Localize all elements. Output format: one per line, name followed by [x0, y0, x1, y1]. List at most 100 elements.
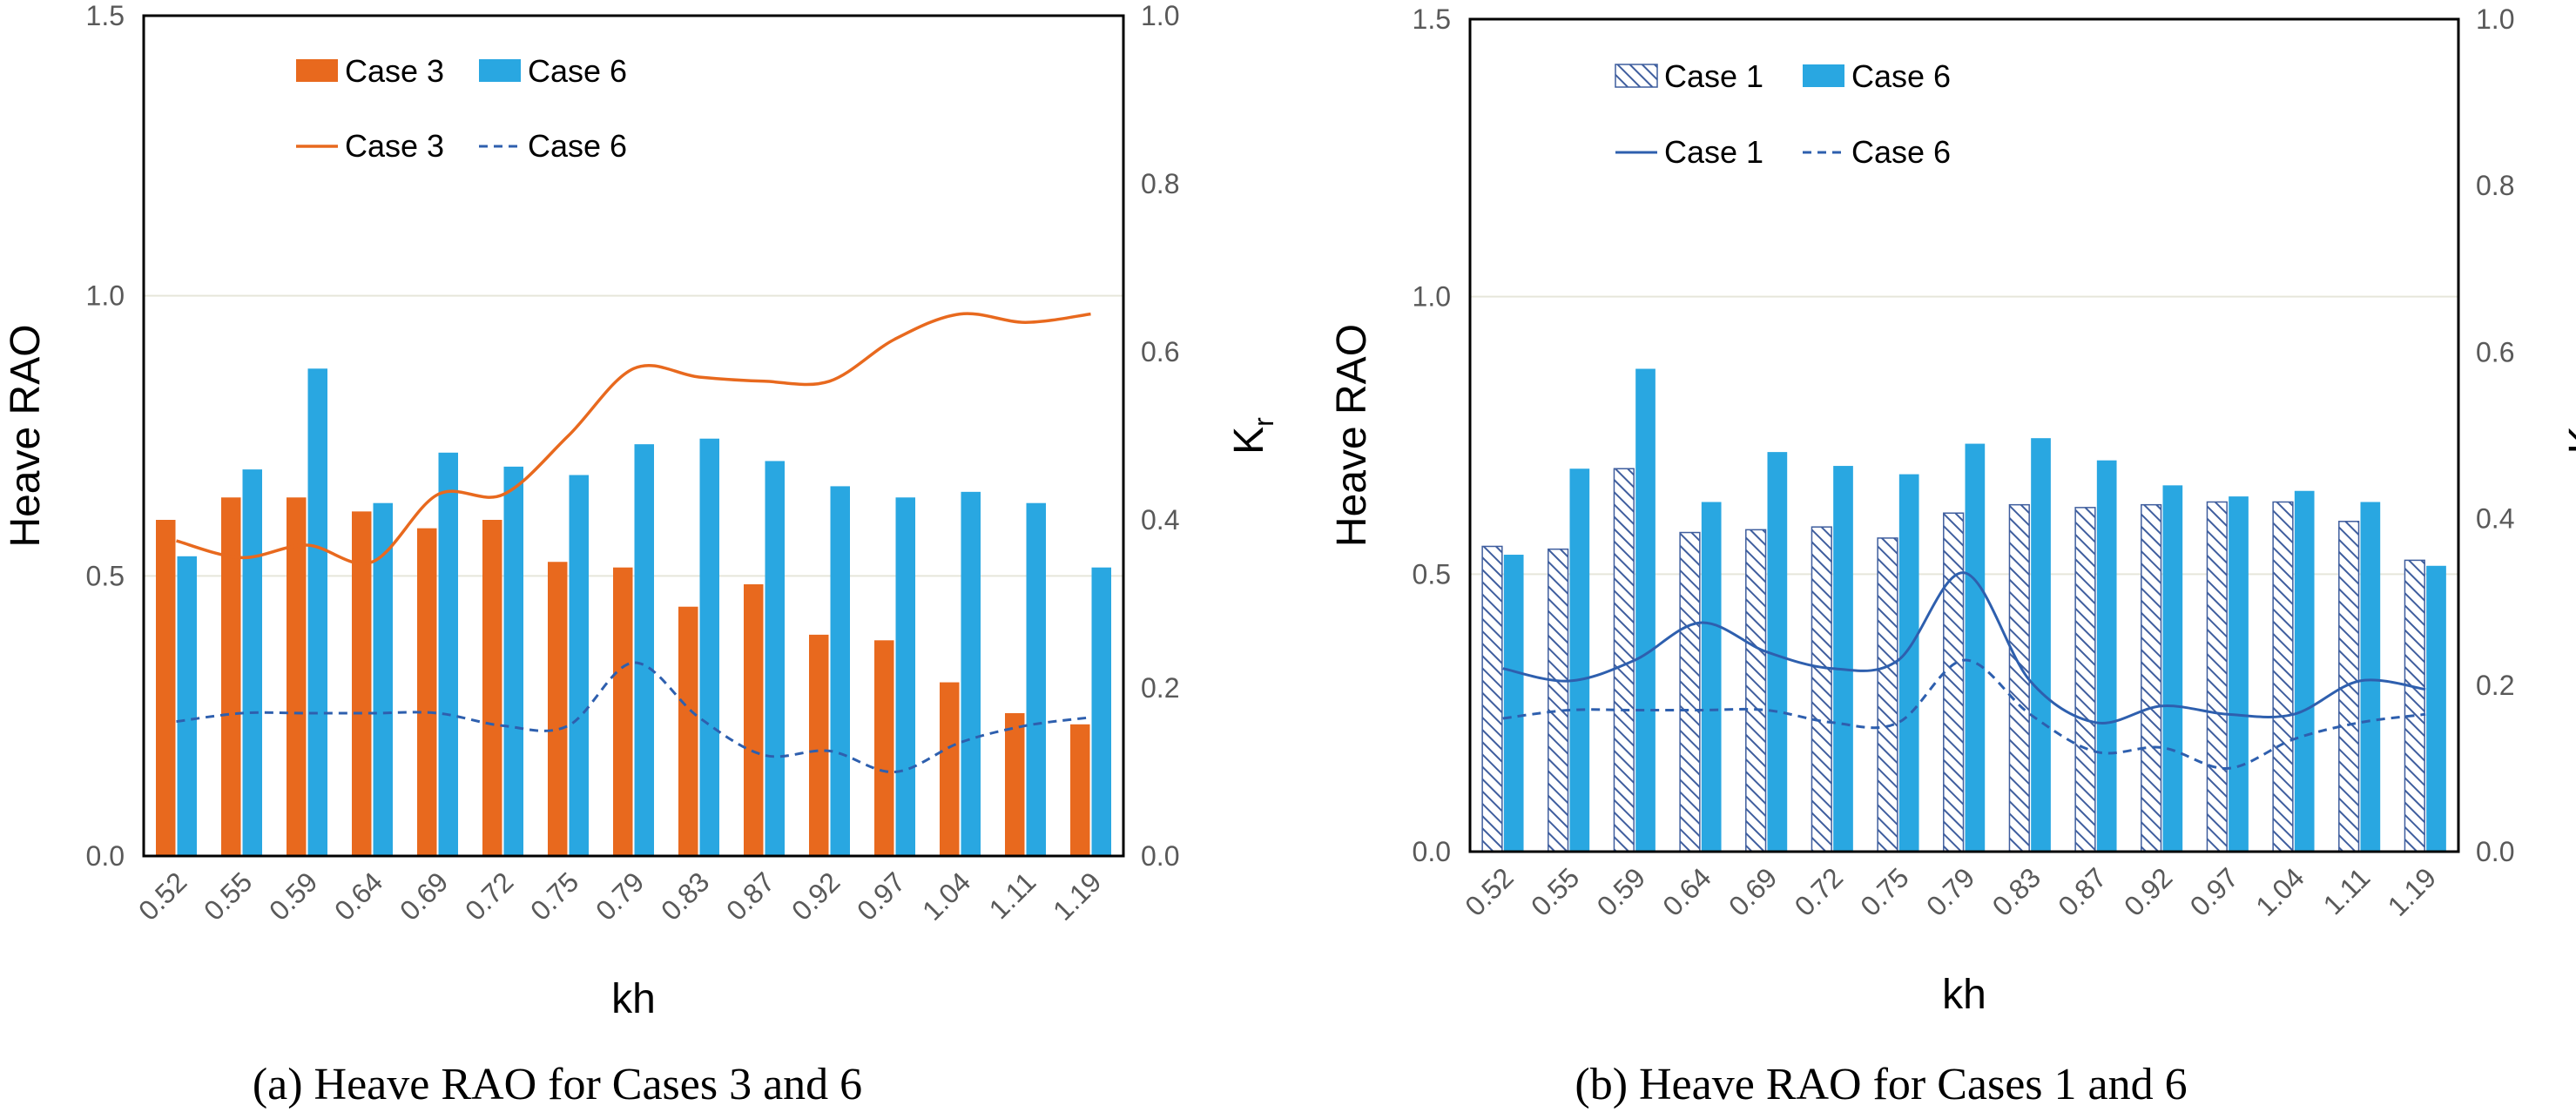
legend-swatch-bar — [296, 59, 338, 82]
x-tick-label: 0.55 — [198, 866, 258, 926]
y-tick-label: 1.5 — [86, 0, 125, 31]
x-tick-label: 0.97 — [851, 866, 911, 926]
y2-tick-label: 0.2 — [1141, 672, 1179, 704]
y2-tick-label: 0.0 — [2476, 836, 2514, 867]
legend-label-bar: Case 6 — [528, 53, 627, 89]
x-tick-label: 0.69 — [1723, 861, 1783, 921]
x-tick-label: 1.19 — [2382, 861, 2442, 921]
bar-case-3-0.75 — [548, 562, 568, 856]
bar-case-1-0.75 — [1877, 537, 1898, 853]
bar-case-1-0.59 — [1613, 468, 1635, 853]
bar-case-3-0.52 — [156, 520, 176, 856]
y-tick-label: 0.5 — [86, 560, 125, 591]
y-tick-label: 0.5 — [1413, 558, 1451, 590]
bar-case-1-0.64 — [1679, 531, 1701, 853]
bar-case-3-0.72 — [482, 520, 502, 856]
x-axis-title: kh — [1942, 972, 1986, 1018]
bar-case-6-0.75 — [569, 475, 589, 856]
x-tick-label: 0.69 — [394, 866, 454, 926]
bar-case-3-1.11 — [1005, 712, 1025, 856]
y-tick-label: 1.5 — [1413, 3, 1451, 35]
x-tick-label: 0.64 — [328, 866, 388, 926]
legend-label-line: Case 6 — [1851, 134, 1951, 170]
x-tick-label: 0.87 — [2052, 861, 2112, 921]
bar-case-6-0.87 — [2096, 460, 2117, 852]
bar-case-3-0.87 — [744, 583, 764, 856]
x-tick-label: 0.97 — [2184, 861, 2244, 921]
x-tick-label: 0.79 — [1920, 861, 1980, 921]
y2-axis-title-main: K — [1226, 427, 1272, 455]
bar-case-6-0.64 — [1701, 502, 1722, 852]
legend-swatch-bar — [479, 59, 521, 82]
bar-case-6-0.92 — [2162, 485, 2183, 852]
y2-tick-label: 0.6 — [2476, 336, 2514, 367]
legend-label-line: Case 3 — [345, 128, 444, 164]
bar-case-1-0.52 — [1481, 545, 1503, 853]
legend-swatch-bar — [1803, 64, 1844, 87]
bar-case-6-0.83 — [699, 438, 719, 856]
bar-case-1-1.19 — [2404, 559, 2425, 853]
chart-a: 0.00.51.01.50.00.20.40.60.81.00.52 0.55 0.… — [3, 0, 1279, 1109]
line-case-6 — [176, 661, 1091, 774]
bar-case-3-0.97 — [874, 640, 894, 856]
bar-case-6-0.69 — [438, 452, 458, 856]
bar-case-6-0.79 — [634, 444, 654, 856]
x-tick-label: 1.11 — [2317, 861, 2377, 920]
x-tick-label: 1.04 — [916, 866, 976, 926]
bar-case-6-0.83 — [2031, 438, 2051, 852]
bar-case-3-0.59 — [287, 497, 307, 856]
x-tick-label: 0.75 — [1854, 861, 1914, 921]
x-tick-label: 0.72 — [1789, 861, 1849, 921]
x-tick-label: 0.59 — [1591, 861, 1651, 921]
x-tick-label: 0.75 — [524, 866, 584, 926]
bar-case-6-0.55 — [1569, 468, 1590, 852]
x-tick-label: 1.19 — [1047, 866, 1107, 926]
bar-case-6-0.52 — [177, 556, 197, 856]
bar-case-1-1.04 — [2272, 501, 2294, 853]
bar-case-6-0.72 — [1833, 466, 1853, 852]
x-tick-label: 0.83 — [655, 866, 715, 926]
y2-axis-title: Kr — [2561, 416, 2576, 454]
bar-case-6-0.79 — [1965, 443, 1986, 852]
x-axis-title: kh — [611, 976, 656, 1022]
y-axis-title: Heave RAO — [1329, 324, 1375, 547]
y-axis-title: Heave RAO — [3, 324, 49, 547]
line-case-1 — [1502, 571, 2426, 724]
bar-case-3-0.83 — [678, 606, 698, 856]
y2-tick-label: 0.8 — [1141, 168, 1179, 199]
bar-case-6-0.87 — [765, 461, 785, 856]
legend-label-line: Case 6 — [528, 128, 627, 164]
x-tick-label: 0.83 — [1986, 861, 2047, 921]
x-tick-label: 0.52 — [132, 866, 192, 926]
legend-label-bar: Case 6 — [1851, 58, 1951, 94]
bar-case-6-1.11 — [2360, 502, 2381, 852]
plot-frame — [142, 14, 1125, 858]
bar-case-6-0.55 — [242, 469, 262, 856]
bar-case-6-0.97 — [895, 497, 915, 856]
bar-case-1-0.87 — [2074, 507, 2096, 853]
bar-case-1-0.79 — [1943, 512, 1965, 853]
x-tick-label: 1.04 — [2249, 861, 2310, 921]
line-case-6 — [1502, 658, 2426, 770]
y2-tick-label: 0.4 — [1141, 504, 1179, 536]
y2-tick-label: 0.4 — [2476, 503, 2514, 535]
x-tick-label: 0.52 — [1459, 861, 1519, 921]
bar-case-6-1.19 — [1091, 567, 1111, 856]
bar-case-6-0.75 — [1898, 474, 1919, 852]
bar-case-6-0.59 — [307, 368, 327, 856]
bar-case-3-1.19 — [1070, 724, 1090, 856]
bar-case-6-0.64 — [373, 502, 393, 856]
bar-case-6-1.11 — [1026, 502, 1046, 856]
x-tick-label: 0.79 — [590, 866, 650, 926]
x-tick-label: 0.92 — [2118, 861, 2178, 921]
bar-case-3-0.64 — [352, 511, 372, 856]
bar-case-3-0.55 — [221, 497, 241, 856]
bar-case-6-1.04 — [961, 491, 981, 856]
y-tick-label: 0.0 — [1413, 836, 1451, 867]
x-tick-label: 0.59 — [263, 866, 323, 926]
y2-tick-label: 0.2 — [2476, 670, 2514, 701]
y-tick-label: 0.0 — [86, 840, 125, 872]
y2-tick-label: 0.6 — [1141, 336, 1179, 367]
y2-tick-label: 1.0 — [2476, 3, 2514, 35]
